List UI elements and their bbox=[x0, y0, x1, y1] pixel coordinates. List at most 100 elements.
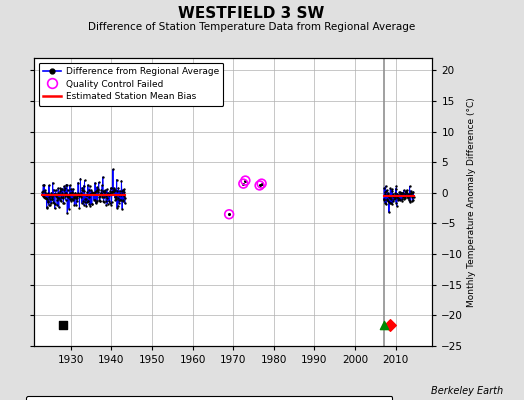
Point bbox=[75, 192, 84, 199]
Point bbox=[83, 189, 91, 195]
Point bbox=[84, 194, 93, 201]
Point bbox=[119, 186, 127, 193]
Point bbox=[103, 200, 112, 207]
Point bbox=[112, 195, 120, 202]
Point bbox=[113, 176, 121, 183]
Point bbox=[69, 197, 78, 203]
Point bbox=[104, 191, 112, 197]
Point bbox=[62, 182, 70, 188]
Point bbox=[100, 194, 108, 200]
Point bbox=[64, 192, 72, 198]
Point bbox=[44, 198, 52, 204]
Point bbox=[111, 197, 119, 204]
Point bbox=[48, 196, 57, 202]
Point bbox=[257, 180, 266, 187]
Point bbox=[400, 187, 408, 194]
Point bbox=[39, 188, 47, 194]
Point bbox=[225, 211, 233, 218]
Point bbox=[403, 190, 411, 196]
Point bbox=[406, 183, 414, 190]
Text: Berkeley Earth: Berkeley Earth bbox=[431, 386, 503, 396]
Point bbox=[50, 200, 58, 207]
Point bbox=[83, 198, 92, 205]
Point bbox=[392, 203, 401, 209]
Point bbox=[104, 190, 113, 196]
Point bbox=[40, 187, 49, 193]
Point bbox=[85, 200, 93, 207]
Point bbox=[57, 186, 65, 192]
Point bbox=[81, 199, 89, 205]
Point bbox=[84, 197, 92, 204]
Point bbox=[409, 197, 417, 203]
Point bbox=[47, 200, 55, 206]
Point bbox=[110, 186, 118, 192]
Point bbox=[46, 196, 54, 202]
Point bbox=[43, 199, 52, 205]
Point bbox=[92, 188, 100, 194]
Point bbox=[49, 199, 58, 206]
Point bbox=[121, 200, 129, 206]
Point bbox=[57, 194, 66, 200]
Point bbox=[394, 196, 402, 203]
Point bbox=[70, 195, 78, 201]
Point bbox=[402, 187, 411, 193]
Point bbox=[384, 190, 392, 196]
Point bbox=[398, 196, 406, 202]
Point bbox=[409, 188, 418, 195]
Point bbox=[99, 194, 107, 200]
Point bbox=[58, 190, 66, 196]
Point bbox=[105, 192, 113, 198]
Point bbox=[46, 192, 54, 198]
Point bbox=[58, 195, 67, 202]
Point bbox=[388, 188, 397, 194]
Point bbox=[62, 192, 71, 199]
Point bbox=[53, 195, 62, 202]
Point bbox=[387, 193, 396, 199]
Point bbox=[113, 205, 121, 211]
Point bbox=[400, 191, 409, 197]
Point bbox=[118, 206, 126, 212]
Point bbox=[386, 321, 394, 328]
Point bbox=[92, 200, 100, 206]
Point bbox=[68, 190, 76, 196]
Point bbox=[67, 196, 75, 202]
Point bbox=[67, 198, 75, 204]
Point bbox=[41, 195, 50, 202]
Point bbox=[380, 185, 388, 191]
Point bbox=[111, 194, 119, 200]
Point bbox=[381, 183, 390, 189]
Point bbox=[109, 166, 117, 172]
Point bbox=[239, 180, 247, 187]
Point bbox=[94, 186, 103, 193]
Point bbox=[239, 180, 247, 187]
Point bbox=[56, 188, 64, 194]
Point bbox=[79, 187, 87, 193]
Point bbox=[102, 195, 111, 202]
Point bbox=[99, 198, 107, 204]
Point bbox=[50, 205, 59, 212]
Legend: Station Move, Record Gap, Time of Obs. Change, Empirical Break: Station Move, Record Gap, Time of Obs. C… bbox=[26, 396, 392, 400]
Point bbox=[77, 192, 85, 199]
Point bbox=[77, 176, 85, 182]
Point bbox=[63, 186, 72, 193]
Point bbox=[53, 202, 61, 208]
Point bbox=[116, 197, 124, 203]
Point bbox=[385, 198, 394, 205]
Point bbox=[46, 202, 54, 208]
Point bbox=[111, 187, 119, 193]
Point bbox=[386, 185, 395, 192]
Point bbox=[59, 200, 68, 206]
Point bbox=[96, 198, 104, 204]
Point bbox=[399, 193, 407, 200]
Point bbox=[79, 198, 88, 204]
Point bbox=[78, 184, 86, 191]
Point bbox=[42, 195, 50, 202]
Point bbox=[66, 196, 74, 202]
Point bbox=[405, 190, 413, 197]
Point bbox=[88, 201, 96, 207]
Point bbox=[101, 189, 110, 195]
Point bbox=[381, 188, 390, 195]
Point bbox=[116, 188, 124, 194]
Point bbox=[113, 188, 122, 194]
Point bbox=[89, 190, 97, 196]
